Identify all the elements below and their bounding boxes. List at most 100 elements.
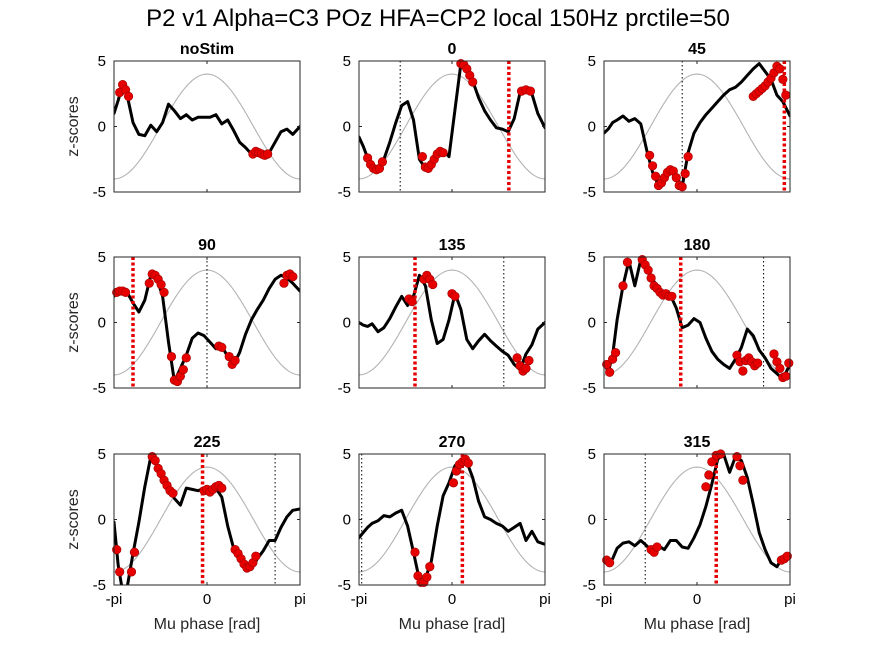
y-tick-label: 0 xyxy=(98,315,106,332)
significant-point xyxy=(428,279,438,290)
x-tick-label: 0 xyxy=(693,591,701,608)
significant-point xyxy=(251,551,261,561)
x-tick-label: -pi xyxy=(106,591,123,608)
significant-point xyxy=(524,355,534,366)
panel-title: 315 xyxy=(684,434,711,451)
x-axis-label: Mu phase [rad] xyxy=(644,616,751,633)
x-tick-label: -pi xyxy=(351,591,368,608)
panel-9: -5 0 5 -pi 0 pi 315 Mu phase [rad] xyxy=(583,434,796,633)
y-tick-label: 5 xyxy=(588,446,596,463)
significant-point xyxy=(683,152,693,162)
panel-title: 180 xyxy=(684,237,711,254)
significant-point xyxy=(126,567,137,577)
significant-point xyxy=(671,172,681,183)
significant-point xyxy=(288,272,298,282)
significant-point xyxy=(738,475,748,485)
x-tick-label: 0 xyxy=(448,591,456,608)
significant-point xyxy=(217,342,227,352)
panel-title: 0 xyxy=(448,41,457,58)
reference-cosine-curve xyxy=(359,269,545,376)
panel-title: 135 xyxy=(439,237,466,254)
zscore-trace xyxy=(604,258,790,381)
plot-area xyxy=(114,73,300,180)
significant-point xyxy=(622,257,633,267)
significant-point xyxy=(521,363,531,373)
y-tick-label: 5 xyxy=(98,249,106,266)
panel-3: -5 0 5 45 xyxy=(583,41,791,201)
y-tick-label: 5 xyxy=(588,53,596,70)
significant-point xyxy=(602,359,612,370)
y-tick-label: 5 xyxy=(98,53,106,70)
x-tick-label: pi xyxy=(294,591,306,608)
significant-point xyxy=(112,545,122,555)
plot-area xyxy=(114,454,300,585)
significant-point xyxy=(753,358,763,368)
reference-cosine-curve xyxy=(114,466,300,573)
reference-cosine-curve xyxy=(114,73,300,180)
x-axis-label: Mu phase [rad] xyxy=(154,616,261,633)
axes-box xyxy=(603,453,791,586)
significant-point xyxy=(166,351,177,362)
significant-point xyxy=(667,291,677,301)
significant-point xyxy=(605,367,615,377)
significant-point xyxy=(168,488,178,498)
plot-area xyxy=(604,61,790,192)
plot-area xyxy=(359,257,545,388)
reference-cosine-curve xyxy=(604,269,790,376)
panel-title: noStim xyxy=(180,41,234,58)
significant-point xyxy=(150,455,160,466)
significant-point xyxy=(778,74,788,84)
reference-cosine-curve xyxy=(359,73,545,180)
y-tick-label: -5 xyxy=(338,380,351,397)
y-tick-label: 5 xyxy=(588,249,596,266)
significant-point xyxy=(775,64,785,74)
panel-title: 225 xyxy=(194,434,221,451)
y-tick-label: 5 xyxy=(343,446,351,463)
panel-6: -5 0 5 180 xyxy=(583,237,794,397)
axes-box xyxy=(113,453,301,586)
significant-point xyxy=(650,171,661,181)
significant-point xyxy=(525,86,536,96)
significant-point xyxy=(782,551,792,561)
plot-area xyxy=(604,257,790,388)
panel-2: -5 0 5 0 xyxy=(338,41,546,201)
plot-area xyxy=(604,454,790,585)
x-tick-label: pi xyxy=(539,591,551,608)
significant-point xyxy=(643,265,653,275)
y-tick-label: 0 xyxy=(588,512,596,529)
y-tick-label: -5 xyxy=(93,184,106,201)
y-tick-label: -5 xyxy=(583,380,596,397)
zscore-trace xyxy=(114,83,300,156)
significant-point xyxy=(144,278,154,288)
zscore-trace xyxy=(604,62,790,189)
significant-point xyxy=(279,278,289,288)
axes-box xyxy=(113,60,301,193)
significant-point xyxy=(159,287,169,297)
x-tick-label: 0 xyxy=(203,591,211,608)
panel-1: -5 0 5 noStim z-scores xyxy=(65,41,301,201)
significant-point xyxy=(410,547,420,557)
y-tick-label: -5 xyxy=(583,577,596,594)
significant-point xyxy=(605,558,615,568)
significant-point xyxy=(618,281,628,291)
significant-point xyxy=(263,149,273,159)
panel-title: 90 xyxy=(198,237,216,254)
significant-point xyxy=(704,470,714,480)
y-tick-label: 5 xyxy=(343,53,351,70)
y-tick-label: 0 xyxy=(588,315,596,332)
plot-area xyxy=(114,257,300,388)
significant-point xyxy=(156,279,166,290)
y-tick-label: 0 xyxy=(343,119,351,136)
significant-point xyxy=(610,348,621,358)
panel-7: -5 0 5 -pi 0 pi 225 z-scores Mu phase [rad] xyxy=(65,434,306,633)
zscore-trace xyxy=(604,454,790,569)
plot-area xyxy=(359,61,545,192)
y-tick-label: -5 xyxy=(338,577,351,594)
significant-point xyxy=(463,458,473,468)
panel-title: 270 xyxy=(439,434,466,451)
y-tick-label: 0 xyxy=(98,119,106,136)
significant-point xyxy=(677,182,687,192)
significant-point xyxy=(120,287,131,297)
significant-point xyxy=(377,157,388,167)
x-tick-label: pi xyxy=(784,591,796,608)
